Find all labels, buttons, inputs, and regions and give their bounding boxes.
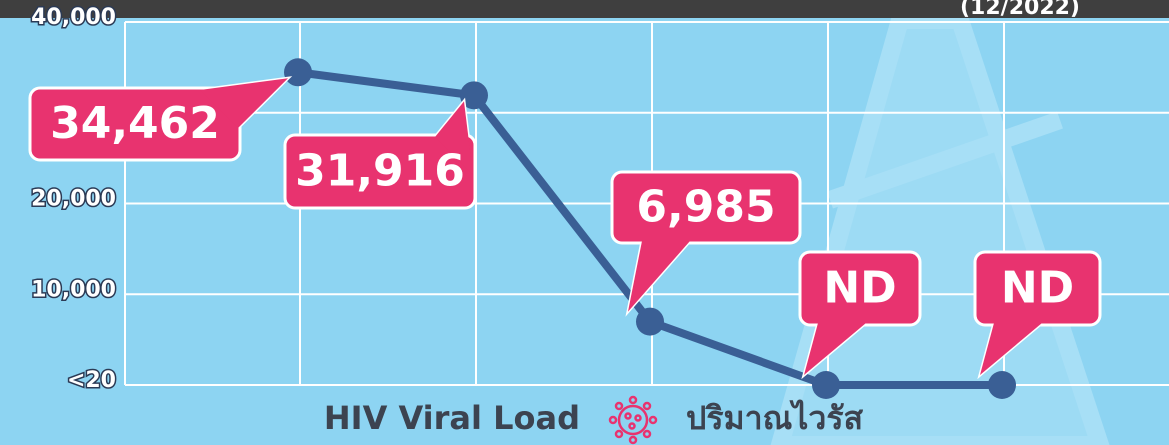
callout-pointer-fill (980, 323, 1042, 375)
data-label: ND (823, 263, 896, 314)
point (460, 81, 488, 110)
y-tick-label: <20 (67, 368, 116, 393)
callout-pointer-fill (628, 241, 690, 312)
callout-box (283, 133, 477, 210)
y-tick-label: 20,000 (31, 187, 116, 212)
point (284, 58, 312, 87)
header-bar (0, 0, 1169, 18)
data-label: 6,985 (636, 182, 775, 233)
data-label: 34,462 (50, 98, 220, 149)
callout-box (610, 170, 802, 245)
point (812, 371, 840, 399)
chart-title: HIV Viral Load (324, 399, 580, 437)
point (988, 371, 1016, 399)
point (636, 307, 664, 336)
chart-subtitle: ปริมาณไวรัส (686, 399, 864, 437)
data-label: 31,916 (295, 146, 465, 197)
callout-pointer-fill (200, 78, 288, 128)
virus-icon (608, 395, 658, 445)
y-tick-label: 40,000 (31, 5, 116, 30)
callout-pointer-fill (804, 323, 866, 375)
callout-pointer-fill (435, 101, 473, 175)
data-label: ND (1001, 263, 1074, 314)
date-note: (12/2022) (960, 0, 1080, 20)
y-tick-label: 10,000 (31, 277, 116, 302)
